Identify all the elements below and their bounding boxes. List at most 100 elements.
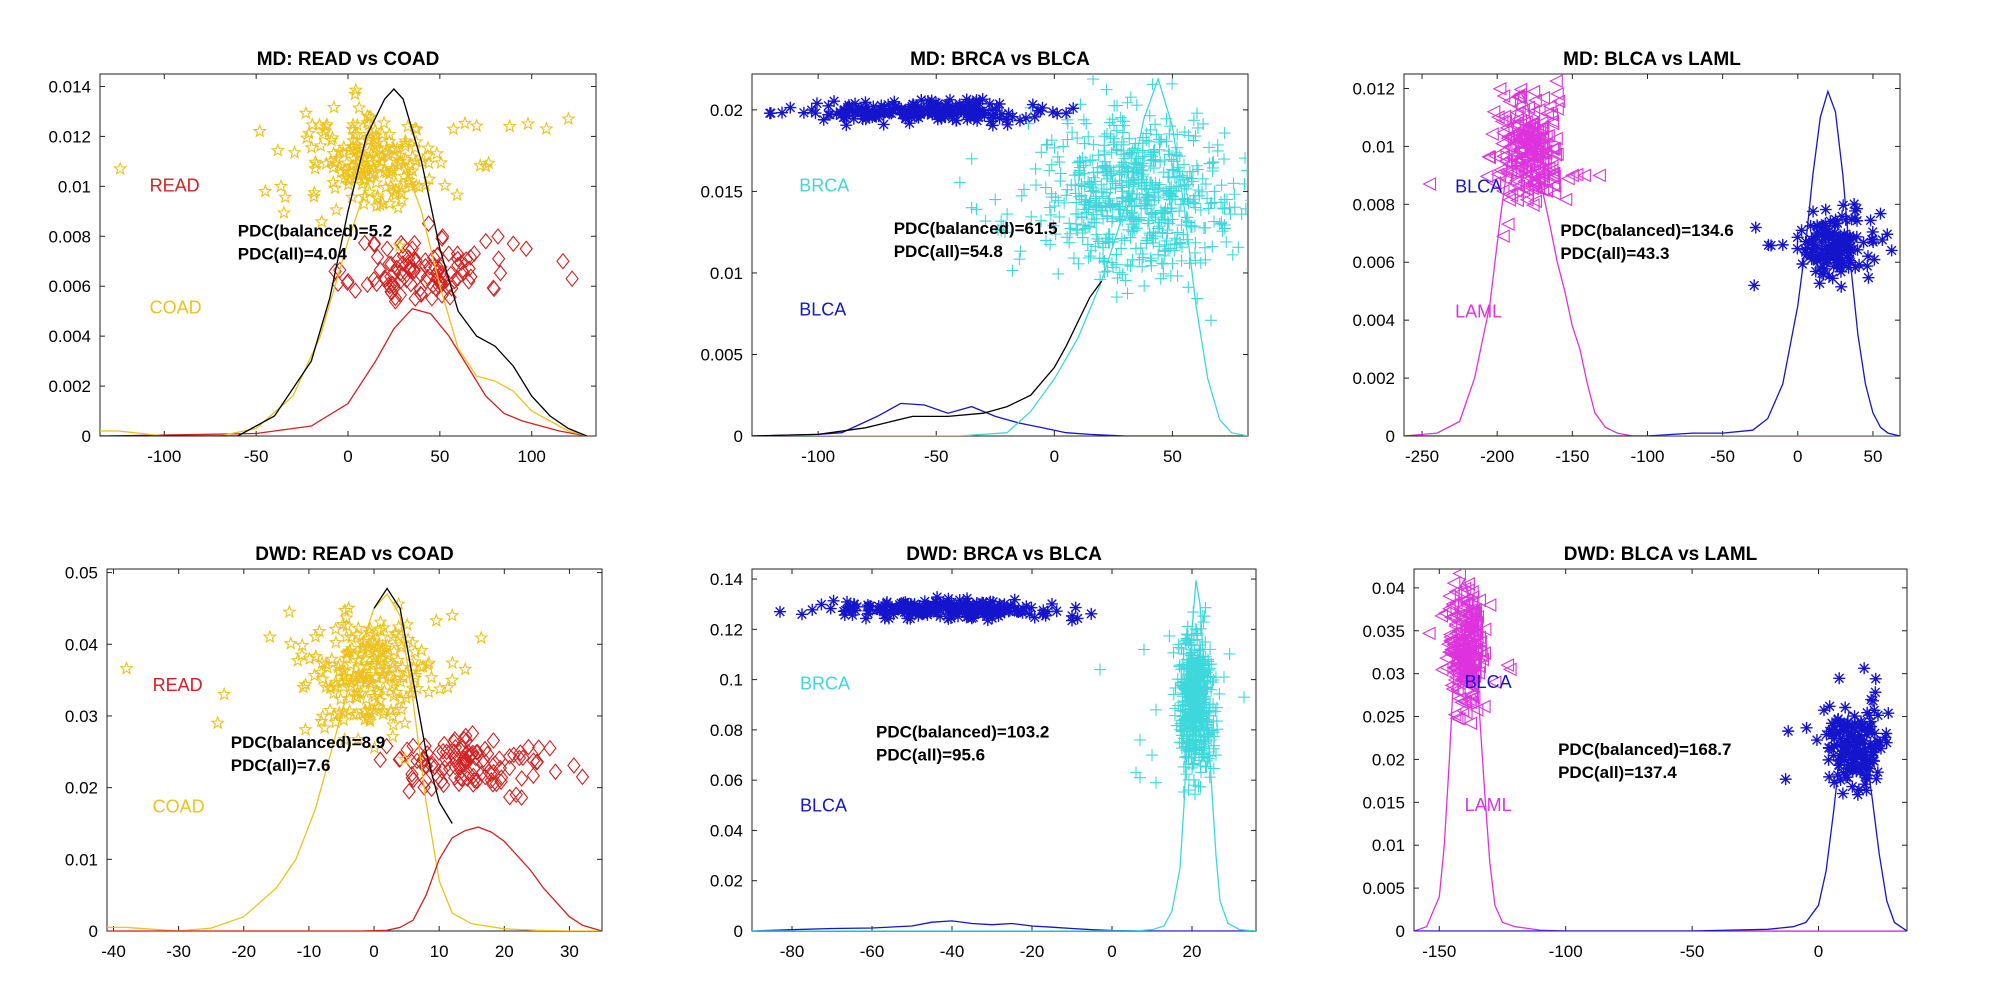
y-tick-label: 0.005 bbox=[700, 345, 743, 364]
data-point bbox=[476, 755, 490, 772]
data-point bbox=[1176, 241, 1189, 254]
pdc-annotation: PDC(all)=95.6 bbox=[876, 745, 985, 764]
data-point bbox=[822, 99, 835, 112]
data-point bbox=[1213, 687, 1226, 700]
data-point bbox=[1228, 188, 1241, 201]
data-point bbox=[351, 620, 366, 635]
data-point bbox=[1216, 225, 1229, 238]
data-point bbox=[491, 228, 505, 245]
data-point bbox=[350, 731, 366, 746]
data-point bbox=[1421, 626, 1436, 641]
y-tick-label: 0.014 bbox=[48, 77, 91, 96]
data-point bbox=[1506, 164, 1521, 179]
data-point bbox=[1232, 241, 1245, 254]
data-point bbox=[1088, 216, 1101, 229]
data-point bbox=[1843, 747, 1856, 760]
data-point bbox=[367, 165, 382, 180]
data-point bbox=[459, 251, 473, 268]
data-point bbox=[339, 618, 354, 633]
y-tick-label: 0.005 bbox=[1362, 879, 1405, 898]
data-point bbox=[1168, 244, 1181, 257]
data-point bbox=[1164, 269, 1177, 282]
data-point bbox=[1863, 720, 1876, 733]
data-point bbox=[405, 635, 420, 649]
data-point bbox=[290, 653, 305, 667]
data-point bbox=[943, 93, 956, 106]
data-point bbox=[1023, 608, 1036, 621]
data-point bbox=[1275, 131, 1287, 143]
data-point bbox=[1091, 232, 1104, 245]
data-point bbox=[1201, 192, 1214, 205]
data-point bbox=[1203, 662, 1216, 675]
data-point bbox=[1094, 663, 1106, 676]
data-point bbox=[1191, 683, 1204, 696]
data-point bbox=[1839, 238, 1851, 251]
data-point bbox=[1776, 238, 1789, 251]
data-point bbox=[1193, 189, 1206, 202]
data-point bbox=[405, 680, 420, 695]
data-point bbox=[1079, 222, 1092, 235]
data-point bbox=[389, 702, 404, 716]
data-point bbox=[1885, 244, 1898, 257]
data-point bbox=[1842, 249, 1855, 262]
data-point bbox=[997, 219, 1010, 232]
data-point bbox=[1846, 780, 1859, 793]
data-point bbox=[270, 143, 286, 157]
data-point bbox=[1145, 259, 1158, 272]
data-point bbox=[1004, 599, 1017, 612]
data-point bbox=[342, 163, 357, 178]
data-point bbox=[1185, 663, 1198, 676]
data-point bbox=[1106, 175, 1119, 188]
data-point bbox=[988, 604, 1001, 617]
data-point bbox=[1815, 236, 1828, 249]
pdc-annotation: PDC(all)=43.3 bbox=[1560, 244, 1669, 263]
data-point bbox=[1861, 250, 1874, 263]
data-point bbox=[1163, 182, 1176, 195]
data-point bbox=[1080, 195, 1093, 208]
data-point bbox=[1060, 189, 1073, 202]
y-tick-label: 0 bbox=[1386, 427, 1395, 446]
data-point bbox=[486, 732, 501, 749]
data-point bbox=[943, 600, 956, 613]
plot-area bbox=[100, 82, 588, 436]
data-point bbox=[969, 603, 982, 616]
data-point bbox=[385, 160, 400, 175]
data-point bbox=[921, 608, 934, 621]
data-point bbox=[1482, 150, 1496, 165]
data-point bbox=[210, 715, 225, 730]
x-tick-label: -50 bbox=[924, 447, 949, 466]
data-point bbox=[363, 621, 378, 636]
data-point bbox=[1845, 728, 1858, 741]
data-point bbox=[1498, 154, 1513, 169]
data-point bbox=[1060, 107, 1073, 120]
data-point bbox=[474, 765, 489, 783]
data-point bbox=[838, 103, 851, 116]
data-point bbox=[995, 108, 1008, 121]
density-curve bbox=[1404, 89, 1900, 436]
data-point bbox=[1824, 252, 1837, 265]
legend-label: LAML bbox=[1465, 795, 1512, 815]
data-point bbox=[1061, 133, 1074, 146]
data-point bbox=[1073, 190, 1086, 203]
data-point bbox=[432, 744, 446, 761]
data-point bbox=[1440, 637, 1455, 651]
data-point bbox=[368, 669, 383, 683]
data-point bbox=[1103, 197, 1116, 210]
data-point bbox=[1837, 720, 1850, 733]
data-point bbox=[1196, 609, 1209, 622]
data-point bbox=[1520, 187, 1535, 202]
x-tick-label: -40 bbox=[940, 942, 965, 961]
data-point bbox=[1838, 753, 1851, 766]
data-point bbox=[1748, 279, 1761, 292]
data-point bbox=[386, 277, 401, 294]
data-point bbox=[429, 146, 445, 160]
data-point bbox=[1860, 784, 1873, 797]
data-point bbox=[1164, 120, 1177, 133]
data-point bbox=[315, 671, 330, 686]
data-point bbox=[1072, 257, 1085, 270]
data-point bbox=[1072, 179, 1085, 192]
x-tick-label: 10 bbox=[430, 942, 449, 961]
data-point bbox=[1107, 261, 1120, 274]
data-point bbox=[502, 118, 517, 133]
chart-title: MD: BRCA vs BLCA bbox=[910, 49, 1090, 70]
